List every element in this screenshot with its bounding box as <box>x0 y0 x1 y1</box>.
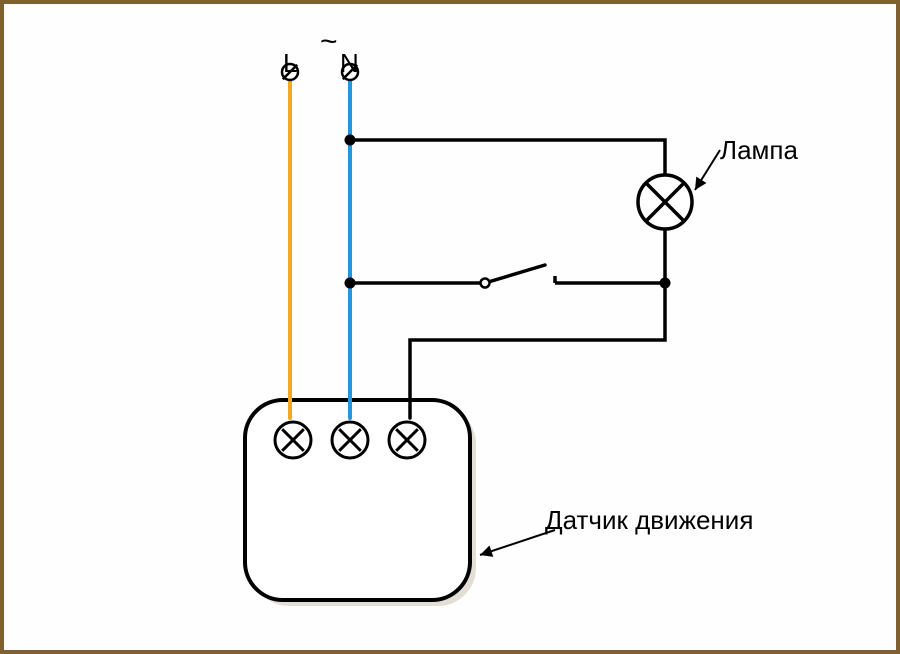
line-l-label: L <box>283 48 297 79</box>
lamp-label: Лампа <box>720 135 798 166</box>
wiring-diagram <box>0 0 900 654</box>
diagram-frame: ~ L N Лампа Датчик движения <box>0 0 900 654</box>
motion-sensor-label: Датчик движения <box>545 505 753 536</box>
ac-tilde-label: ~ <box>320 25 338 59</box>
neutral-n-label: N <box>340 48 359 79</box>
